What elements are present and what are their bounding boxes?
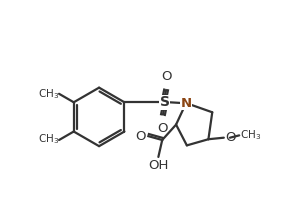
Text: O: O: [157, 122, 167, 135]
Text: CH$_3$: CH$_3$: [38, 87, 59, 101]
Text: S: S: [159, 95, 170, 109]
Text: O: O: [162, 70, 172, 83]
Text: CH$_3$: CH$_3$: [38, 132, 59, 146]
Text: O: O: [136, 130, 146, 143]
Text: CH$_3$: CH$_3$: [240, 128, 261, 142]
Text: N: N: [181, 97, 192, 110]
Text: O: O: [225, 131, 236, 144]
Text: OH: OH: [148, 159, 169, 172]
